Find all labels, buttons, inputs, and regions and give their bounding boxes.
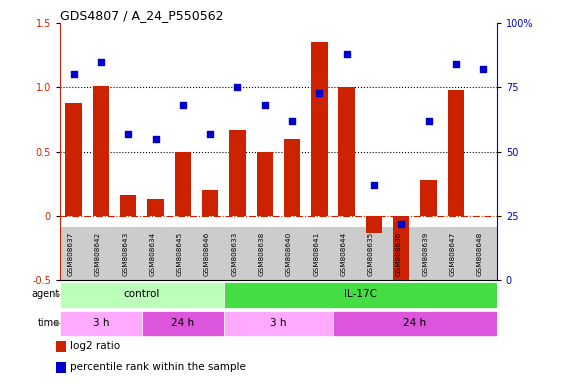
Point xyxy=(206,131,215,137)
Point xyxy=(369,182,379,188)
Bar xyxy=(60,311,142,336)
Point xyxy=(315,89,324,96)
Bar xyxy=(120,195,136,216)
Text: 3 h: 3 h xyxy=(270,318,287,328)
Bar xyxy=(360,227,388,280)
Text: control: control xyxy=(124,289,160,299)
Text: GSM808638: GSM808638 xyxy=(259,231,265,276)
Text: IL-17C: IL-17C xyxy=(344,289,377,299)
Text: time: time xyxy=(38,318,60,328)
Point xyxy=(69,71,78,78)
Text: GSM808646: GSM808646 xyxy=(204,231,210,276)
Point xyxy=(260,102,270,108)
Bar xyxy=(365,216,382,233)
Bar xyxy=(224,311,333,336)
Text: GSM808643: GSM808643 xyxy=(122,231,128,276)
Bar xyxy=(388,227,415,280)
Bar xyxy=(256,152,273,216)
Text: GSM808645: GSM808645 xyxy=(177,231,183,276)
Bar xyxy=(60,227,87,280)
Point xyxy=(151,136,160,142)
Bar xyxy=(305,227,333,280)
Text: GSM808644: GSM808644 xyxy=(341,231,347,276)
Point xyxy=(342,51,351,57)
Point xyxy=(96,59,106,65)
Text: GSM808635: GSM808635 xyxy=(368,231,374,276)
Bar xyxy=(415,227,442,280)
Text: GSM808641: GSM808641 xyxy=(313,231,319,276)
Bar xyxy=(284,139,300,216)
Bar xyxy=(66,103,82,216)
Text: agent: agent xyxy=(32,289,60,299)
Text: log2 ratio: log2 ratio xyxy=(70,341,120,351)
Text: percentile rank within the sample: percentile rank within the sample xyxy=(70,362,246,372)
Text: GSM808636: GSM808636 xyxy=(395,231,401,276)
Bar xyxy=(60,282,224,308)
Text: GSM808639: GSM808639 xyxy=(423,231,428,276)
Text: GSM808647: GSM808647 xyxy=(450,231,456,276)
Bar xyxy=(469,227,497,280)
Point xyxy=(451,61,460,67)
Bar xyxy=(229,130,246,216)
Point xyxy=(424,118,433,124)
Bar xyxy=(393,216,409,280)
Bar xyxy=(339,88,355,216)
Bar xyxy=(224,227,251,280)
Bar xyxy=(279,227,305,280)
Text: GSM808633: GSM808633 xyxy=(231,231,238,276)
Bar xyxy=(333,227,360,280)
Text: GSM808640: GSM808640 xyxy=(286,231,292,276)
Text: 3 h: 3 h xyxy=(93,318,109,328)
Text: GSM808648: GSM808648 xyxy=(477,231,483,276)
Bar xyxy=(224,282,497,308)
Bar xyxy=(169,227,196,280)
Bar xyxy=(196,227,224,280)
Text: 24 h: 24 h xyxy=(171,318,194,328)
Bar xyxy=(442,227,469,280)
Point xyxy=(178,102,187,108)
Bar xyxy=(333,311,497,336)
Text: GSM808634: GSM808634 xyxy=(150,231,155,276)
Point xyxy=(478,66,488,73)
Bar xyxy=(115,227,142,280)
Bar xyxy=(311,42,328,216)
Text: 24 h: 24 h xyxy=(403,318,427,328)
Text: GSM808637: GSM808637 xyxy=(67,231,74,276)
Bar xyxy=(175,152,191,216)
Bar xyxy=(142,227,169,280)
Point xyxy=(397,221,406,227)
Bar xyxy=(251,227,279,280)
Text: GSM808642: GSM808642 xyxy=(95,231,101,276)
Bar xyxy=(448,90,464,216)
Bar xyxy=(142,311,224,336)
Bar xyxy=(147,199,164,216)
Text: GDS4807 / A_24_P550562: GDS4807 / A_24_P550562 xyxy=(60,9,223,22)
Bar xyxy=(87,227,115,280)
Bar xyxy=(202,190,218,216)
Bar xyxy=(56,362,66,373)
Point xyxy=(287,118,296,124)
Bar xyxy=(93,86,109,216)
Point xyxy=(233,84,242,91)
Point xyxy=(124,131,133,137)
Bar xyxy=(420,180,437,216)
Bar xyxy=(56,341,66,352)
